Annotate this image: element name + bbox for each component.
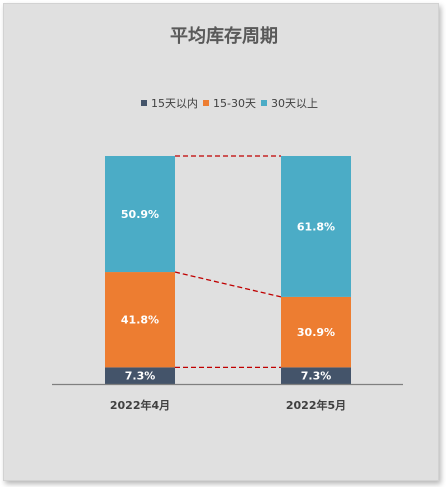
legend-swatch-30天以上 [260,100,267,106]
legend-label-15-30天: 15-30天 [213,97,256,110]
chart-panel: 平均库存周期 15天以内 15-30天 30天以上 7.3% 41.8% 50.9%… [3,3,439,481]
data-label-15-30天-2022年4月: 41.8% [121,314,159,327]
x-tick-label-2022年4月: 2022年4月 [110,398,170,412]
legend-swatch-15天以内 [141,100,147,106]
bar-15天以内-2022年4月 [105,367,175,384]
legend-label-30天以上: 30天以上 [270,97,318,110]
series-line-15-30天 [174,271,282,298]
bar-30天以上-2022年5月 [281,156,351,297]
bar-15天以内-2022年5月 [281,367,351,384]
bar-30天以上-2022年4月 [105,156,175,273]
chart-legend: 15天以内 15-30天 30天以上 [141,96,323,110]
bar-15-30天-2022年5月 [281,296,351,368]
data-label-15天以内-2022年4月: 7.3% [125,370,156,383]
legend-label-15天以内: 15天以内 [151,97,198,110]
legend-item-15天以内: 15天以内 [141,95,198,111]
data-label-30天以上-2022年4月: 50.9% [121,208,159,221]
data-label-30天以上-2022年5月: 61.8% [297,220,335,233]
x-tick-label-2022年5月: 2022年5月 [286,398,346,412]
data-label-15天以内-2022年5月: 7.3% [301,370,332,383]
bar-15-30天-2022年4月 [105,272,175,368]
plot-area: 7.3% 41.8% 50.9% 7.3% 30.9% 61.8% 2022年4月 2022年… [52,155,403,412]
chart-title: 平均库存周期 [170,26,278,47]
legend-swatch-15-30天 [203,100,209,106]
data-label-15-30天-2022年5月: 30.9% [297,326,335,339]
legend-item-30天以上: 30天以上 [260,95,318,111]
legend-item-15-30天: 15-30天 [203,95,256,111]
